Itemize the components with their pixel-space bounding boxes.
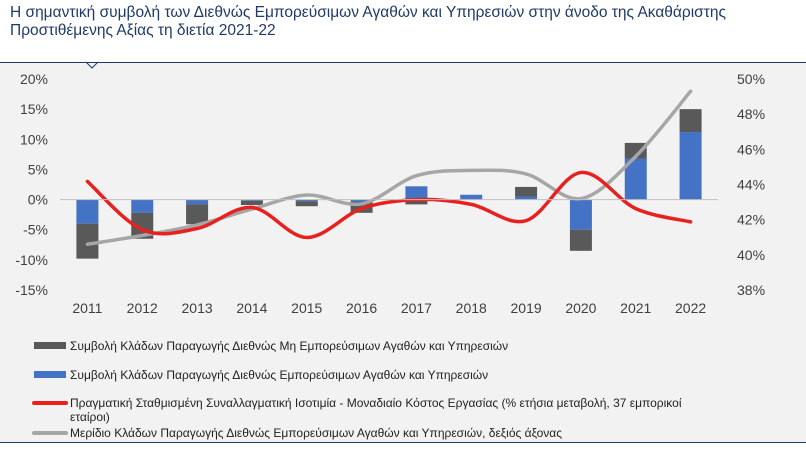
left-axis-tick-label: 0%	[28, 192, 48, 208]
x-axis-tick-label: 2014	[236, 300, 267, 316]
bar-nontradable	[295, 201, 318, 207]
right-axis-tick-label: 46%	[737, 141, 765, 157]
line-layer	[85, 89, 693, 247]
x-axis-tick-label: 2015	[291, 300, 322, 316]
bar-tradable	[131, 199, 154, 213]
x-axis-tick-label: 2022	[675, 300, 706, 316]
right-axis-tick-label: 40%	[737, 247, 765, 263]
bar-nontradable	[240, 200, 263, 205]
legend-swatch-tradable	[34, 371, 66, 378]
title-divider	[0, 62, 806, 63]
bar-nontradable	[186, 204, 209, 225]
x-axis-tick-label: 2019	[511, 300, 542, 316]
chart-title: Η σημαντική συμβολή των Διεθνώς Εμπορεύσ…	[10, 4, 726, 39]
bar-tradable	[186, 199, 209, 205]
right-axis-tick-label: 48%	[737, 106, 765, 122]
axis-layer: -15% -10% -5% 0% 5% 10% 15% 20% 38% 40% 42% 44% 46% 4…	[15, 61, 765, 316]
title-notch	[85, 61, 99, 69]
left-axis-tick-label: 15%	[20, 101, 48, 117]
left-axis-tick-label: 5%	[28, 161, 48, 177]
bar-tradable	[515, 196, 538, 200]
bar-nontradable	[624, 142, 647, 159]
chart-panel	[0, 62, 806, 442]
bar-tradable	[76, 199, 99, 224]
right-axis-tick-label: 38%	[737, 282, 765, 298]
x-axis-tick-label: 2020	[565, 300, 596, 316]
x-axis-tick-label: 2018	[456, 300, 487, 316]
legend-label-tradable: Συμβολή Κλάδων Παραγωγής Διεθνώς Εμπορεύ…	[70, 368, 488, 382]
x-axis-tick-label: 2012	[127, 300, 158, 316]
bar-tradable	[624, 158, 647, 200]
share-line	[85, 89, 693, 247]
bar-tradable	[350, 199, 373, 202]
left-axis-tick-label: -10%	[15, 252, 48, 268]
bar-tradable	[679, 132, 702, 200]
x-axis-tick-label: 2013	[182, 300, 213, 316]
right-axis-tick-label: 44%	[737, 177, 765, 193]
bar-nontradable	[679, 109, 702, 133]
bar-tradable	[460, 194, 483, 200]
legend-label-share: Μερίδιο Κλάδων Παραγωγής Διεθνώς Εμπορεύ…	[70, 426, 562, 440]
bar-nontradable	[515, 186, 538, 197]
legend-swatch-nontradable	[34, 342, 66, 349]
bar-nontradable	[569, 229, 592, 251]
legend: Συμβολή Κλάδων Παραγωγής Διεθνώς Μη Εμπο…	[32, 339, 682, 440]
right-axis-tick-label: 50%	[737, 71, 765, 87]
bar-tradable	[295, 199, 318, 202]
left-axis-tick-label: -5%	[23, 222, 48, 238]
legend-label-reer-line2: εταίροι)	[70, 410, 110, 424]
bottom-divider	[0, 442, 806, 443]
bar-nontradable	[405, 199, 428, 205]
x-axis-tick-label: 2017	[401, 300, 432, 316]
bar-tradable	[405, 186, 428, 200]
reer-line	[85, 170, 693, 240]
right-axis-tick-label: 42%	[737, 212, 765, 228]
x-axis-tick-label: 2016	[346, 300, 377, 316]
bar-tradable	[240, 199, 263, 201]
legend-label-reer-line1: Πραγματική Σταθμισμένη Συναλλαγματική Ισ…	[70, 396, 682, 410]
bar-tradable	[569, 199, 592, 230]
x-axis-tick-label: 2021	[620, 300, 651, 316]
left-axis-tick-label: 10%	[20, 131, 48, 147]
legend-label-nontradable: Συμβολή Κλάδων Παραγωγής Διεθνώς Μη Εμπο…	[70, 339, 508, 353]
left-axis-tick-label: 20%	[20, 71, 48, 87]
x-axis-tick-label: 2011	[72, 300, 102, 316]
bar-nontradable	[76, 223, 99, 259]
left-axis-tick-label: -15%	[15, 282, 48, 298]
